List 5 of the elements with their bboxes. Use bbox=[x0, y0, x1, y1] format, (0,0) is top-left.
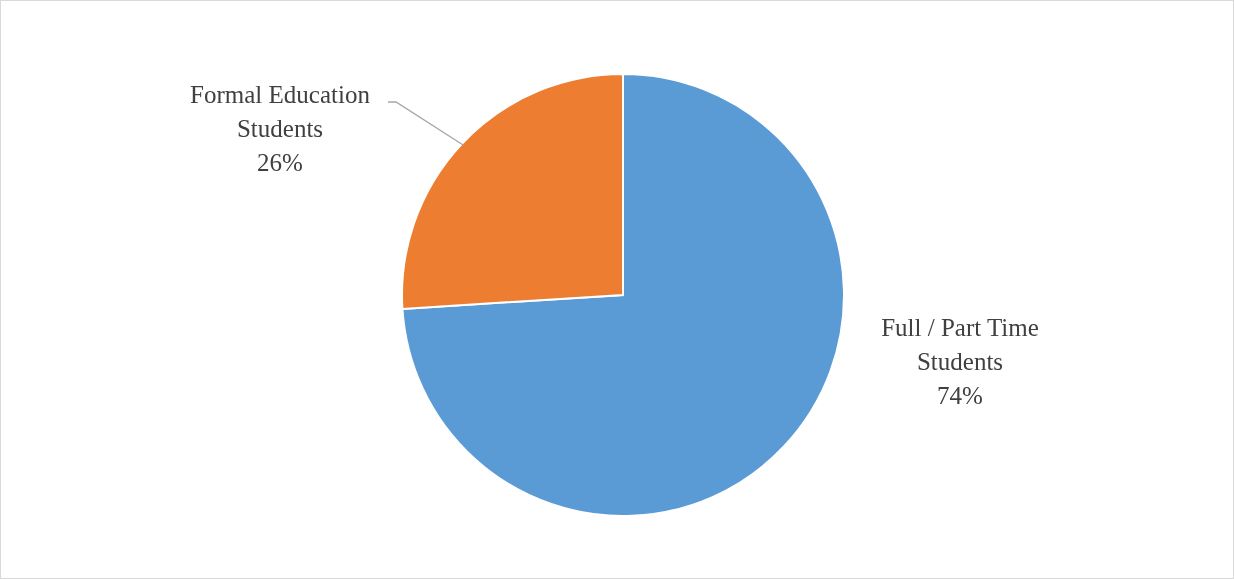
slice-label: Formal Education Students bbox=[190, 80, 371, 142]
data-label: 74% bbox=[937, 381, 983, 409]
data-label: 26% bbox=[257, 148, 303, 176]
pie-slice bbox=[401, 73, 845, 517]
slice-label: Full / Part Time Students bbox=[881, 313, 1039, 375]
